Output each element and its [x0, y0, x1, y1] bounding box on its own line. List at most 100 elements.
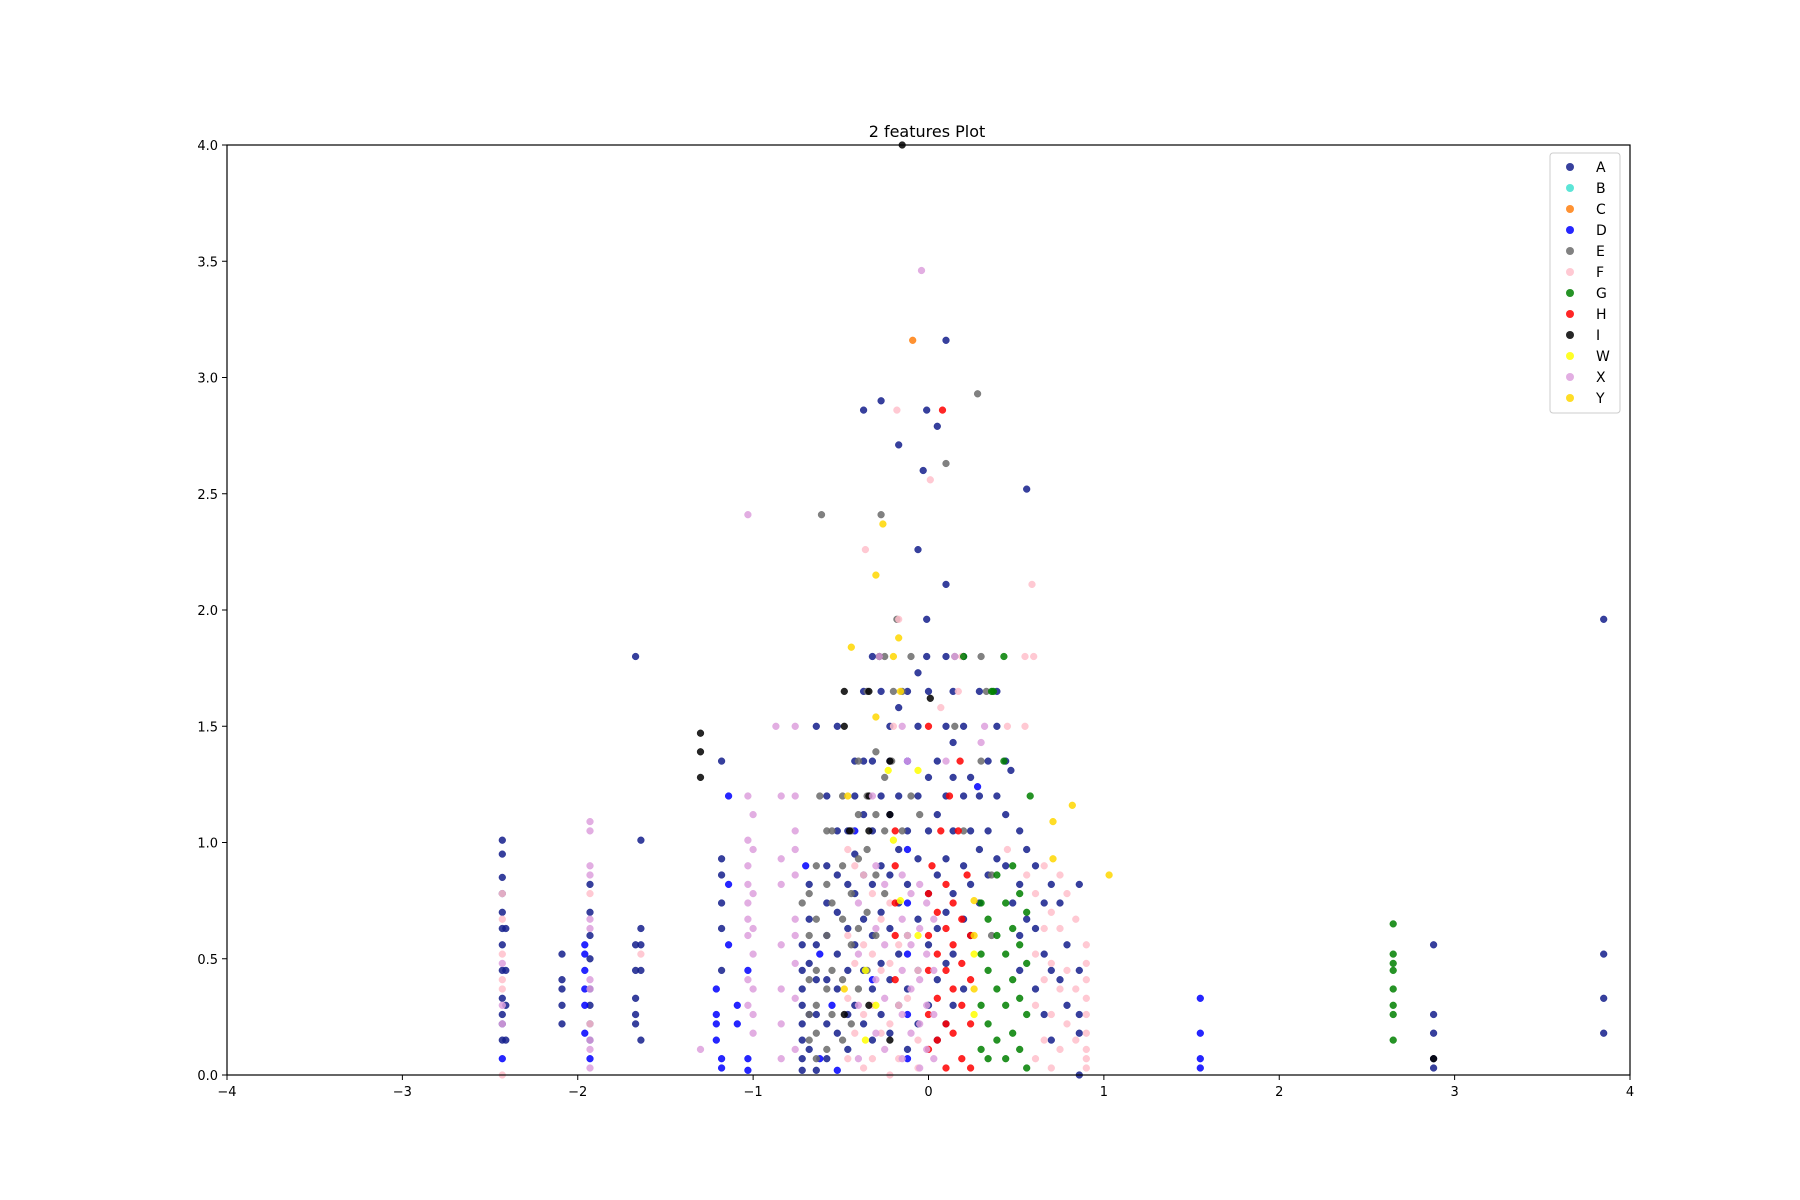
legend-label: G [1596, 286, 1607, 302]
point-g [984, 966, 992, 975]
point-a [942, 652, 950, 661]
point-d [973, 783, 982, 791]
point-h [928, 862, 936, 870]
point-a [914, 669, 922, 677]
point-x [586, 862, 594, 870]
point-f [1082, 994, 1090, 1002]
point-a [798, 1066, 806, 1074]
point-y [1049, 855, 1057, 863]
point-a [1016, 931, 1024, 940]
point-a [798, 1020, 806, 1028]
point-x [872, 862, 880, 870]
point-a [868, 757, 877, 765]
point-w [896, 896, 905, 905]
point-a [1429, 1029, 1438, 1037]
point-c [909, 336, 917, 344]
point-a [717, 757, 726, 765]
legend-marker [1566, 310, 1574, 318]
point-h [949, 899, 957, 907]
x-tick-label: −4 [217, 1085, 236, 1100]
point-d [733, 1001, 741, 1009]
x-tick-label: −3 [393, 1085, 412, 1100]
point-a [868, 652, 877, 661]
point-g [1023, 1010, 1031, 1019]
point-g [1009, 1029, 1017, 1037]
point-e [805, 931, 813, 940]
point-a [914, 722, 922, 730]
point-h [891, 862, 899, 870]
point-a [933, 810, 941, 819]
point-a [1023, 485, 1031, 493]
point-x [916, 976, 924, 984]
point-x [791, 845, 799, 854]
legend-label: I [1596, 328, 1600, 344]
legend-label: D [1596, 223, 1607, 239]
point-x [872, 924, 880, 933]
point-e [847, 1020, 855, 1028]
point-i [886, 810, 894, 819]
point-f [1040, 1036, 1048, 1044]
point-f [1082, 1010, 1090, 1019]
point-x [586, 827, 594, 835]
legend-label: Y [1595, 391, 1605, 407]
point-e [812, 966, 820, 975]
point-e [872, 748, 880, 756]
point-f [886, 1020, 894, 1028]
x-tick-label: 0 [924, 1085, 932, 1100]
point-a [637, 924, 645, 933]
point-h [966, 1020, 975, 1028]
point-x [586, 1045, 594, 1054]
point-y [1105, 871, 1113, 879]
point-x [898, 1010, 906, 1019]
point-x [791, 792, 799, 800]
point-a [924, 941, 933, 949]
point-f [1040, 862, 1048, 870]
point-g [1389, 985, 1397, 993]
point-d [802, 862, 810, 870]
x-tick-label: 1 [1100, 1085, 1108, 1100]
point-x [791, 722, 799, 730]
point-a [933, 924, 941, 933]
point-a [924, 773, 933, 782]
point-x [930, 1010, 938, 1019]
point-x [791, 915, 799, 923]
point-a [812, 1066, 820, 1074]
point-g [987, 687, 996, 696]
point-d [724, 941, 733, 949]
point-f [1063, 966, 1071, 975]
point-d [712, 1020, 720, 1028]
point-e [823, 931, 831, 940]
axes-layer: −4 −3 −2 −1 0 1 2 3 4 0.0 0.5 1.0 1.5 2.0 2.5 3.0 3.5 4.0 [197, 139, 1634, 1100]
point-a [1031, 985, 1040, 993]
point-a [868, 1036, 877, 1044]
legend-box [1549, 152, 1621, 414]
point-x [923, 950, 931, 958]
point-e [942, 459, 950, 468]
point-g [1389, 1001, 1397, 1009]
y-tick-label: 0.5 [197, 953, 218, 968]
point-a [933, 757, 941, 765]
point-a [844, 1045, 852, 1054]
point-f [1031, 1001, 1040, 1009]
point-e [805, 1036, 813, 1044]
point-a [823, 976, 831, 984]
point-e [881, 827, 889, 835]
point-w [884, 766, 892, 775]
point-d [498, 1055, 506, 1063]
legend-marker [1566, 289, 1574, 297]
point-a [923, 406, 931, 414]
point-e [798, 899, 806, 907]
point-e [823, 880, 831, 889]
point-a [949, 773, 957, 782]
point-g [993, 931, 1001, 940]
point-f [889, 722, 898, 730]
point-a [631, 1010, 640, 1019]
point-h [958, 1001, 966, 1009]
point-f [903, 994, 912, 1002]
point-a [914, 545, 922, 554]
point-w [970, 950, 978, 958]
point-a [717, 966, 726, 975]
point-i [886, 757, 894, 765]
point-f [868, 889, 877, 898]
point-d [724, 792, 733, 800]
